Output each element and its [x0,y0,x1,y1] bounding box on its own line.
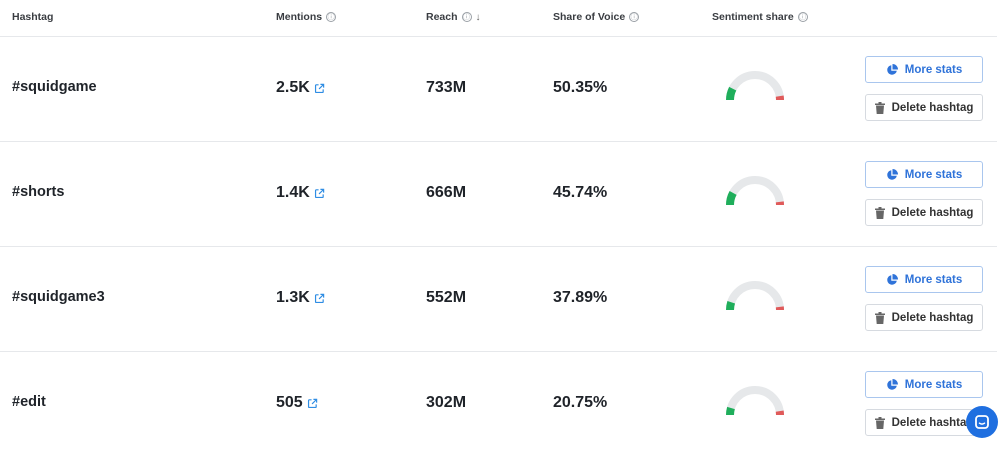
hashtag-name: #shorts [12,184,64,200]
more-stats-label: More stats [905,274,963,286]
delete-hashtag-label: Delete hashtag [892,312,974,324]
sort-descending-icon[interactable]: ↓ [476,12,481,23]
mentions-value: 2.5K [276,79,310,97]
table-row: #shorts 1.4K 666M 45.74% More stats Delete ha… [0,142,997,247]
more-stats-label: More stats [905,169,963,181]
share-of-voice-value: 37.89% [553,289,607,307]
mentions-value: 1.4K [276,184,310,202]
external-link-icon[interactable] [314,293,325,304]
mentions-link[interactable]: 505 [276,394,318,412]
more-stats-label: More stats [905,379,963,391]
reach-value: 666M [426,184,466,202]
column-header-sentiment-share-label: Sentiment share [712,11,794,23]
trash-icon [875,102,885,114]
more-stats-button[interactable]: More stats [865,266,983,293]
reach-value: 552M [426,289,466,307]
column-header-hashtag-label: Hashtag [12,11,53,23]
share-of-voice-value: 50.35% [553,79,607,97]
external-link-icon[interactable] [314,188,325,199]
mentions-link[interactable]: 2.5K [276,79,325,97]
gauge-positive-segment [730,89,733,100]
column-header-share-of-voice-label: Share of Voice [553,11,625,23]
table-header: Hashtag Mentions ⓘ Reach ⓘ ↓ Share of Vo… [0,0,997,37]
more-stats-button[interactable]: More stats [865,56,983,83]
delete-hashtag-button[interactable]: Delete hashtag [865,94,983,121]
info-icon[interactable]: ⓘ [326,12,336,22]
column-header-share-of-voice[interactable]: Share of Voice ⓘ [553,11,639,23]
gauge-positive-segment [730,193,733,205]
delete-hashtag-label: Delete hashtag [892,102,974,114]
column-header-mentions-label: Mentions [276,11,322,23]
table-row: #squidgame3 1.3K 552M 37.89% More stats Delet… [0,247,997,352]
mentions-value: 1.3K [276,289,310,307]
column-header-reach-label: Reach [426,11,458,23]
mentions-link[interactable]: 1.3K [276,289,325,307]
chat-launcher-button[interactable] [966,406,998,438]
sentiment-gauge[interactable] [722,172,788,208]
external-link-icon[interactable] [314,83,325,94]
sentiment-gauge[interactable] [722,382,788,418]
delete-hashtag-button[interactable]: Delete hashtag [865,199,983,226]
gauge-track [730,285,780,310]
column-header-sentiment-share[interactable]: Sentiment share ⓘ [712,11,808,23]
mentions-value: 505 [276,394,303,412]
pie-chart-icon [886,64,898,76]
gauge-track [730,180,780,205]
info-icon[interactable]: ⓘ [798,12,808,22]
mentions-link[interactable]: 1.4K [276,184,325,202]
table-row: #edit 505 302M 20.75% More stats Delete hasht… [0,352,997,456]
gauge-positive-segment [730,302,731,310]
more-stats-button[interactable]: More stats [865,371,983,398]
share-of-voice-value: 45.74% [553,184,607,202]
more-stats-label: More stats [905,64,963,76]
hashtag-name: #squidgame [12,79,97,95]
delete-hashtag-button[interactable]: Delete hashtag [865,304,983,331]
hashtag-name: #edit [12,394,46,410]
chat-icon [974,414,990,430]
pie-chart-icon [886,274,898,286]
sentiment-gauge[interactable] [722,277,788,313]
delete-hashtag-label: Delete hashtag [892,417,974,429]
gauge-track [730,75,780,100]
more-stats-button[interactable]: More stats [865,161,983,188]
delete-hashtag-label: Delete hashtag [892,207,974,219]
table-row: #squidgame 2.5K 733M 50.35% More stats Delete… [0,37,997,142]
column-header-reach[interactable]: Reach ⓘ ↓ [426,11,481,23]
trash-icon [875,417,885,429]
external-link-icon[interactable] [307,398,318,409]
info-icon[interactable]: ⓘ [462,12,472,22]
share-of-voice-value: 20.75% [553,394,607,412]
trash-icon [875,207,885,219]
hashtag-name: #squidgame3 [12,289,105,305]
pie-chart-icon [886,379,898,391]
column-header-mentions[interactable]: Mentions ⓘ [276,11,336,23]
sentiment-gauge[interactable] [722,67,788,103]
gauge-track [730,390,780,415]
column-header-hashtag: Hashtag [12,11,53,23]
pie-chart-icon [886,169,898,181]
info-icon[interactable]: ⓘ [629,12,639,22]
trash-icon [875,312,885,324]
reach-value: 733M [426,79,466,97]
reach-value: 302M [426,394,466,412]
gauge-positive-segment [730,408,731,415]
